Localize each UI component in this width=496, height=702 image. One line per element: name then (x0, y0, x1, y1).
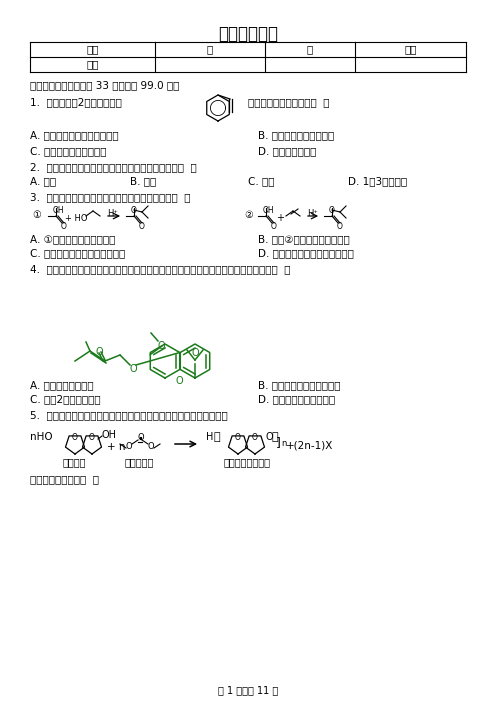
Text: C. 分子中所有原子共平面: C. 分子中所有原子共平面 (30, 146, 107, 156)
Text: 二: 二 (307, 44, 313, 54)
Text: B. 反应②是合成酯的方法之一: B. 反应②是合成酯的方法之一 (258, 234, 350, 244)
Text: O: O (126, 442, 132, 451)
Text: +(2n-1)X: +(2n-1)X (286, 440, 333, 450)
Text: B. 所有碳原子处于同一平面: B. 所有碳原子处于同一平面 (258, 380, 340, 390)
Text: n: n (281, 439, 286, 448)
Text: H⁺: H⁺ (307, 209, 318, 218)
Text: B. 可以发生加成聚合反应: B. 可以发生加成聚合反应 (258, 130, 334, 140)
Text: 5.  光学性能优良的高分子材料聚碳酸异山梨醇酯可由如下反应制备。: 5. 光学性能优良的高分子材料聚碳酸异山梨醇酯可由如下反应制备。 (30, 410, 228, 420)
Text: B. 乙炔: B. 乙炔 (130, 176, 156, 186)
Text: O: O (337, 222, 343, 231)
Text: 1.  关于化合物2－苯基丙烯（: 1. 关于化合物2－苯基丙烯（ (30, 97, 122, 107)
Text: 总分: 总分 (404, 44, 417, 54)
Text: 一: 一 (207, 44, 213, 54)
Text: H⁺: H⁺ (107, 209, 118, 218)
Text: D. 能与溴水发生加成反应: D. 能与溴水发生加成反应 (258, 394, 335, 404)
Text: ），下列说法正确的是（  ）: ），下列说法正确的是（ ） (248, 97, 329, 107)
Text: 下列说法错误的是（  ）: 下列说法错误的是（ ） (30, 474, 99, 484)
Text: O: O (139, 222, 145, 231)
Text: 聚碳酸异山梨醇酯: 聚碳酸异山梨醇酯 (224, 457, 271, 467)
Text: 碳酸二甲酯: 碳酸二甲酯 (125, 457, 154, 467)
Text: A. 甲苯: A. 甲苯 (30, 176, 56, 186)
Text: +: + (276, 213, 284, 223)
Text: O: O (329, 206, 335, 215)
Text: + HO: + HO (65, 214, 87, 223)
Text: 3.  下列反应得到相同的产物，相关叙述错误的是（  ）: 3. 下列反应得到相同的产物，相关叙述错误的是（ ） (30, 192, 190, 202)
Text: O: O (148, 442, 155, 451)
Text: C. 丙炔: C. 丙炔 (248, 176, 274, 186)
Text: 第 1 页，共 11 页: 第 1 页，共 11 页 (218, 685, 278, 695)
Text: D. 易溶于水及甲苯: D. 易溶于水及甲苯 (258, 146, 316, 156)
Text: OH: OH (102, 430, 117, 440)
Text: O: O (235, 433, 241, 442)
Text: O: O (176, 376, 184, 386)
Text: C. 产物分子中所有碳原子共平面: C. 产物分子中所有碳原子共平面 (30, 248, 125, 258)
Text: 一、单选题（本大题共 33 小题，共 99.0 分）: 一、单选题（本大题共 33 小题，共 99.0 分） (30, 80, 180, 90)
Text: 2.  下列化合物的分子中，所有原子可能共平面的是（  ）: 2. 下列化合物的分子中，所有原子可能共平面的是（ ） (30, 162, 197, 172)
Text: 得分: 得分 (86, 59, 99, 69)
Text: A. ①的反应类型为取代反应: A. ①的反应类型为取代反应 (30, 234, 116, 244)
Text: D. 产物的化学名称是乙酸异丙酯: D. 产物的化学名称是乙酸异丙酯 (258, 248, 354, 258)
Text: nHO: nHO (30, 432, 53, 442)
Text: 题号: 题号 (86, 44, 99, 54)
Text: + n: + n (107, 442, 125, 452)
Text: A. 不能使稀高锰酸钾溶液褪色: A. 不能使稀高锰酸钾溶液褪色 (30, 130, 119, 140)
Text: －: － (213, 432, 220, 442)
Text: OH: OH (263, 206, 275, 215)
Text: O: O (137, 433, 144, 442)
Text: ]: ] (276, 436, 281, 449)
Text: O: O (158, 341, 166, 351)
Text: 4.  薰香菊具有清热解毒功效，其有效成分结构如下，下列有关该物质的说法错误的是（  ）: 4. 薰香菊具有清热解毒功效，其有效成分结构如下，下列有关该物质的说法错误的是（… (30, 264, 291, 274)
Text: O: O (72, 433, 78, 442)
Text: H: H (206, 432, 213, 442)
Text: ①: ① (32, 210, 41, 220)
Text: O: O (61, 222, 67, 231)
Text: O: O (252, 433, 258, 442)
Text: O: O (89, 433, 95, 442)
Text: O: O (192, 348, 199, 358)
Text: 有机化学基础: 有机化学基础 (218, 25, 278, 43)
Text: ②: ② (244, 210, 253, 220)
Text: A. 可以发生水解反应: A. 可以发生水解反应 (30, 380, 94, 390)
Text: O: O (131, 206, 137, 215)
Text: OH: OH (53, 206, 64, 215)
Text: 异山梨醇: 异山梨醇 (63, 457, 86, 467)
Text: －: － (271, 432, 278, 442)
Text: D. 1，3－丁二烯: D. 1，3－丁二烯 (348, 176, 407, 186)
Text: C. 含有2种含氧官能团: C. 含有2种含氧官能团 (30, 394, 101, 404)
Text: O: O (271, 222, 277, 231)
Text: O: O (130, 364, 137, 374)
Text: O: O (265, 432, 273, 442)
Text: O: O (95, 347, 103, 357)
